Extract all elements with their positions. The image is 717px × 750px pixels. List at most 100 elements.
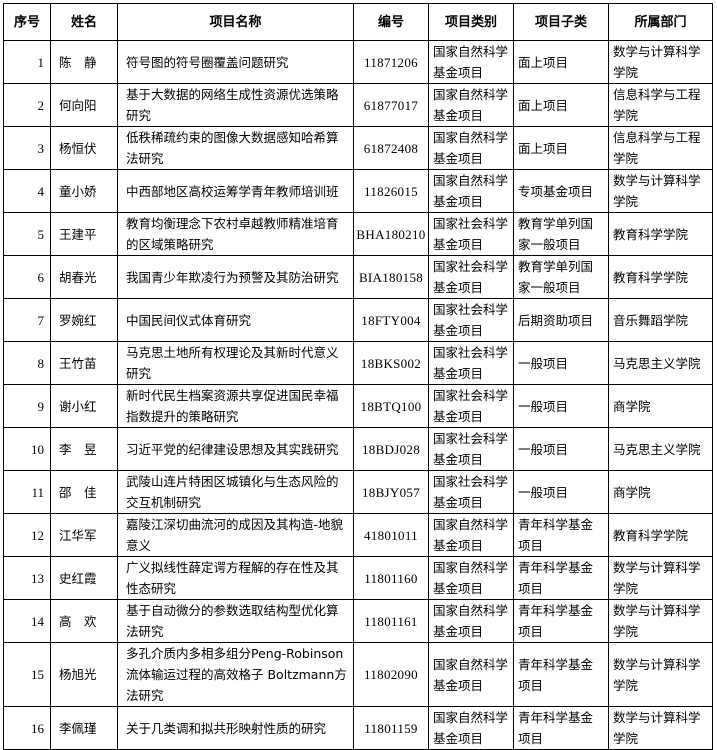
- table-row: 15 杨旭光 多孔介质内多相多组分Peng-Robinson流体输运过程的高效格子 …: [3, 642, 713, 707]
- project-category: 国家社会科学基金项目: [428, 255, 514, 299]
- project-category: 国家自然科学基金项目: [428, 126, 514, 170]
- project-subcategory: 一般项目: [513, 384, 609, 428]
- project-subcategory: 教育学单列国家一般项目: [513, 255, 609, 299]
- table-row: 12 江华军 嘉陵江深切曲流河的成因及其构造-地貌意义 41801011 国家自然科学基…: [3, 513, 713, 557]
- project-title: 中国民间仪式体育研究: [117, 298, 354, 342]
- row-number: 5: [3, 212, 51, 256]
- project-title: 低秩稀疏约束的图像大数据感知哈希算法研究: [117, 126, 354, 170]
- project-subcategory: 青年科学基金项目: [513, 556, 609, 600]
- table-row: 10 李 昱习近平党的纪律建设思想及其实践研究 18BDJ028 国家社会科学基金项目…: [3, 427, 713, 471]
- applicant-name: 杨旭光: [50, 642, 118, 707]
- applicant-name: 胡春光: [50, 255, 118, 299]
- project-subcategory: 后期资助项目: [513, 298, 609, 342]
- department: 教育科学学院: [608, 212, 713, 256]
- header-code: 编号: [353, 3, 429, 41]
- table-row: 4 童小娇 中西部地区高校运筹学青年教师培训班 11826015 国家自然科学基金项目专…: [3, 169, 713, 213]
- department: 商学院: [608, 470, 713, 514]
- header-title: 项目名称: [117, 3, 354, 41]
- header-subcategory: 项目子类: [513, 3, 609, 41]
- applicant-name: 邵 佳: [50, 470, 118, 514]
- project-category: 国家自然科学基金项目: [428, 513, 514, 557]
- applicant-name: 史红霞: [50, 556, 118, 600]
- project-subcategory: 面上项目: [513, 83, 609, 127]
- table-row: 5 王建平 教育均衡理念下农村卓越教师精准培育的区域策略研究 BHA180210 国家社…: [3, 212, 713, 256]
- row-number: 1: [3, 40, 51, 84]
- table-row: 16 李佩瑾 关于几类调和拟共形映射性质的研究 11801159 国家自然科学基金项目青…: [3, 706, 713, 750]
- project-code: 11801159: [353, 706, 429, 750]
- department: 信息科学与工程学院: [608, 83, 713, 127]
- department: 马克思主义学院: [608, 341, 713, 385]
- project-title: 习近平党的纪律建设思想及其实践研究: [117, 427, 354, 471]
- project-code: 18BDJ028: [353, 427, 429, 471]
- row-number: 16: [3, 706, 51, 750]
- table-row: 9 谢小红 新时代民生档案资源共享促进国民幸福指数提升的策略研究 18BTQ100 国家…: [3, 384, 713, 428]
- applicant-name: 王竹苗: [50, 341, 118, 385]
- project-subcategory: 专项基金项目: [513, 169, 609, 213]
- project-code: 18BKS002: [353, 341, 429, 385]
- table-row: 14 高 欢基于自动微分的参数选取结构型优化算法研究 11801161 国家自然科学基…: [3, 599, 713, 643]
- applicant-name: 谢小红: [50, 384, 118, 428]
- project-code: 11801160: [353, 556, 429, 600]
- applicant-name: 罗婉红: [50, 298, 118, 342]
- project-title: 符号图的符号圈覆盖问题研究: [117, 40, 354, 84]
- header-no: 序号: [3, 3, 51, 41]
- row-number: 8: [3, 341, 51, 385]
- applicant-name: 高 欢: [50, 599, 118, 643]
- project-title: 中西部地区高校运筹学青年教师培训班: [117, 169, 354, 213]
- project-subcategory: 一般项目: [513, 427, 609, 471]
- project-title: 嘉陵江深切曲流河的成因及其构造-地貌意义: [117, 513, 354, 557]
- row-number: 12: [3, 513, 51, 557]
- project-category: 国家社会科学基金项目: [428, 298, 514, 342]
- project-code: 11802090: [353, 642, 429, 707]
- department: 商学院: [608, 384, 713, 428]
- project-title: 我国青少年欺凌行为预警及其防治研究: [117, 255, 354, 299]
- department: 信息科学与工程学院: [608, 126, 713, 170]
- project-code: 18FTY004: [353, 298, 429, 342]
- project-category: 国家自然科学基金项目: [428, 169, 514, 213]
- table-row: 7 罗婉红 中国民间仪式体育研究 18FTY004 国家社会科学基金项目 后期资助项目 音乐…: [3, 298, 713, 342]
- project-code: 11826015: [353, 169, 429, 213]
- project-subcategory: 面上项目: [513, 126, 609, 170]
- project-category: 国家自然科学基金项目: [428, 40, 514, 84]
- applicant-name: 李佩瑾: [50, 706, 118, 750]
- department: 数学与计算科学学院: [608, 599, 713, 643]
- project-code: BHA180210: [353, 212, 429, 256]
- project-category: 国家自然科学基金项目: [428, 556, 514, 600]
- row-number: 10: [3, 427, 51, 471]
- project-category: 国家社会科学基金项目: [428, 384, 514, 428]
- project-subcategory: 一般项目: [513, 470, 609, 514]
- row-number: 2: [3, 83, 51, 127]
- department: 数学与计算科学学院: [608, 642, 713, 707]
- table-row: 2 何向阳 基于大数据的网络生成性资源优选策略研究 61877017 国家自然科学基金项…: [3, 83, 713, 127]
- project-code: 11801161: [353, 599, 429, 643]
- applicant-name: 杨恒伏: [50, 126, 118, 170]
- header-dept: 所属部门: [608, 3, 713, 41]
- table-row: 13 史红霞 广义拟线性薛定谔方程解的存在性及其性态研究 11801160 国家自然科学…: [3, 556, 713, 600]
- project-subcategory: 青年科学基金项目: [513, 513, 609, 557]
- project-category: 国家社会科学基金项目: [428, 212, 514, 256]
- department: 音乐舞蹈学院: [608, 298, 713, 342]
- table-row: 3 杨恒伏 低秩稀疏约束的图像大数据感知哈希算法研究 61872408 国家自然科学基金…: [3, 126, 713, 170]
- row-number: 13: [3, 556, 51, 600]
- applicant-name: 王建平: [50, 212, 118, 256]
- row-number: 15: [3, 642, 51, 707]
- department: 数学与计算科学学院: [608, 706, 713, 750]
- table-row: 11 邵 佳武陵山连片特困区城镇化与生态风险的交互机制研究 18BJY057 国家社会…: [3, 470, 713, 514]
- applicant-name: 陈 静: [50, 40, 118, 84]
- project-subcategory: 青年科学基金项目: [513, 706, 609, 750]
- project-code: 18BTQ100: [353, 384, 429, 428]
- department: 马克思主义学院: [608, 427, 713, 471]
- project-code: 61872408: [353, 126, 429, 170]
- row-number: 6: [3, 255, 51, 299]
- project-code: 11871206: [353, 40, 429, 84]
- row-number: 11: [3, 470, 51, 514]
- department: 教育科学学院: [608, 255, 713, 299]
- project-subcategory: 一般项目: [513, 341, 609, 385]
- header-category: 项目类别: [428, 3, 514, 41]
- project-title: 新时代民生档案资源共享促进国民幸福指数提升的策略研究: [117, 384, 354, 428]
- project-title: 教育均衡理念下农村卓越教师精准培育的区域策略研究: [117, 212, 354, 256]
- department: 数学与计算科学学院: [608, 40, 713, 84]
- table-row: 6 胡春光 我国青少年欺凌行为预警及其防治研究 BIA180158 国家社会科学基金项目…: [3, 255, 713, 299]
